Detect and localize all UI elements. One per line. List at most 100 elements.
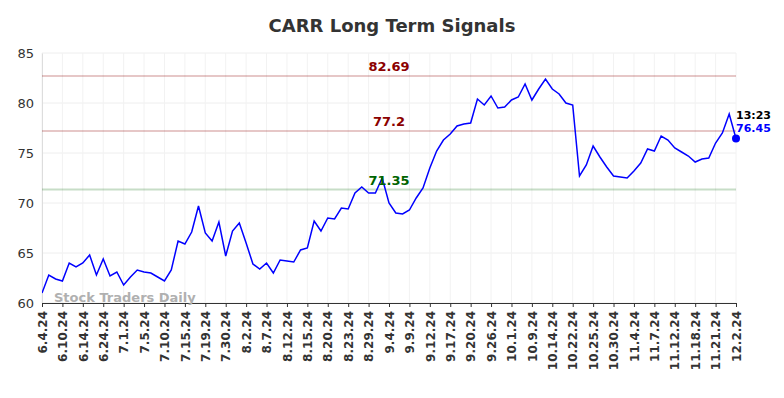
x-tick: 7.30.24 (219, 303, 233, 362)
x-tick-mark (593, 303, 594, 307)
x-tick: 10.30.24 (607, 303, 621, 370)
x-tick-label: 10.22.24 (566, 311, 580, 370)
x-tick-label: 6.4.24 (36, 311, 50, 354)
grid-line-x (552, 53, 553, 303)
x-tick-label: 8.7.24 (260, 311, 274, 354)
x-tick-label: 9.4.24 (383, 311, 397, 354)
x-tick-label: 9.9.24 (403, 311, 417, 354)
y-tick-label: 75 (17, 146, 34, 161)
grid-line-x (123, 53, 124, 303)
x-tick-mark (307, 303, 308, 307)
grid-line-x (531, 53, 532, 303)
y-tick-label: 80 (17, 96, 34, 111)
grid-line-x (144, 53, 145, 303)
x-tick-mark (430, 303, 431, 307)
y-tick-label: 70 (17, 196, 34, 211)
x-tick-label: 7.10.24 (158, 311, 172, 362)
x-tick: 6.24.24 (97, 303, 111, 362)
watermark: Stock Traders Daily (54, 290, 196, 305)
x-tick: 11.21.24 (709, 303, 723, 370)
x-tick-label: 7.19.24 (199, 311, 213, 362)
x-tick-label: 11.12.24 (668, 311, 682, 370)
x-tick-mark (573, 303, 574, 307)
x-tick-mark (389, 303, 390, 307)
y-tick: 65 (17, 246, 42, 261)
x-tick-mark (511, 303, 512, 307)
x-axis: 6.4.246.10.246.14.246.24.247.1.247.5.247… (36, 303, 744, 370)
grid-line-x (266, 53, 267, 303)
x-tick: 8.20.24 (321, 303, 335, 362)
grid-line-x (470, 53, 471, 303)
x-tick-mark (491, 303, 492, 307)
grid-line-x (286, 53, 287, 303)
x-tick-label: 11.7.24 (648, 311, 662, 362)
x-tick-label: 12.2.24 (730, 311, 744, 362)
x-tick-label: 10.25.24 (587, 311, 601, 370)
x-tick-label: 6.10.24 (56, 311, 70, 362)
end-value-label: 76.45 (736, 122, 771, 135)
x-tick-label: 8.20.24 (321, 311, 335, 362)
x-tick: 8.29.24 (362, 303, 376, 362)
y-tick-label: 85 (17, 46, 34, 61)
x-tick-label: 10.30.24 (607, 311, 621, 370)
grid-line-x (633, 53, 634, 303)
signal-line (42, 130, 736, 132)
x-tick: 12.2.24 (730, 303, 744, 362)
x-tick-label: 11.4.24 (628, 311, 642, 362)
last-point (732, 135, 740, 143)
x-tick: 8.12.24 (281, 303, 295, 362)
x-tick-mark (675, 303, 676, 307)
x-tick-mark (369, 303, 370, 307)
x-tick: 10.22.24 (566, 303, 580, 370)
grid-line-x (450, 53, 451, 303)
x-tick: 10.9.24 (526, 303, 540, 362)
grid-line-x (327, 53, 328, 303)
y-axis: 60 65 70 75 80 85 (17, 46, 42, 311)
grid-line-x (511, 53, 512, 303)
chart: CARR Long Term Signals6065707580856.4.24… (0, 0, 784, 398)
x-tick-mark (736, 303, 737, 307)
signal-line (42, 189, 736, 191)
x-tick: 11.12.24 (668, 303, 682, 370)
plot-area (42, 76, 736, 293)
y-tick: 75 (17, 146, 42, 161)
x-tick: 6.10.24 (56, 303, 70, 362)
x-tick-mark (450, 303, 451, 307)
x-tick-label: 8.15.24 (301, 311, 315, 362)
x-tick-mark (409, 303, 410, 307)
grid-line-x (572, 53, 573, 303)
grid-line-x (429, 53, 430, 303)
signal-label: 71.35 (368, 173, 409, 188)
y-tick: 80 (17, 96, 42, 111)
x-tick-label: 9.17.24 (444, 311, 458, 362)
x-tick: 9.4.24 (383, 303, 397, 354)
x-tick: 7.10.24 (158, 303, 172, 362)
x-tick-label: 9.12.24 (424, 311, 438, 362)
x-tick-label: 6.24.24 (97, 311, 111, 362)
x-tick: 6.4.24 (36, 303, 50, 354)
x-tick: 11.7.24 (648, 303, 662, 362)
grid-line-x (674, 53, 675, 303)
grid-line-x (246, 53, 247, 303)
grid-line-x (348, 53, 349, 303)
x-tick-label: 10.1.24 (505, 311, 519, 362)
grid-line-x (82, 53, 83, 303)
x-tick-mark (205, 303, 206, 307)
grid-line-x (42, 53, 43, 303)
x-tick: 8.7.24 (260, 303, 274, 354)
signal-line (42, 75, 736, 77)
signal-label: 77.2 (373, 114, 405, 129)
y-tick-label: 60 (17, 296, 34, 311)
x-tick-label: 6.14.24 (77, 311, 91, 362)
grid-line-x (103, 53, 104, 303)
grid-line-x (184, 53, 185, 303)
x-tick: 7.19.24 (199, 303, 213, 362)
x-tick: 9.26.24 (485, 303, 499, 362)
grid-line-x (715, 53, 716, 303)
x-tick-mark (654, 303, 655, 307)
x-tick-label: 11.18.24 (689, 311, 703, 370)
grid-line-x (491, 53, 492, 303)
x-tick-mark (42, 303, 43, 307)
x-tick-label: 7.30.24 (219, 311, 233, 362)
grid-line-x (654, 53, 655, 303)
